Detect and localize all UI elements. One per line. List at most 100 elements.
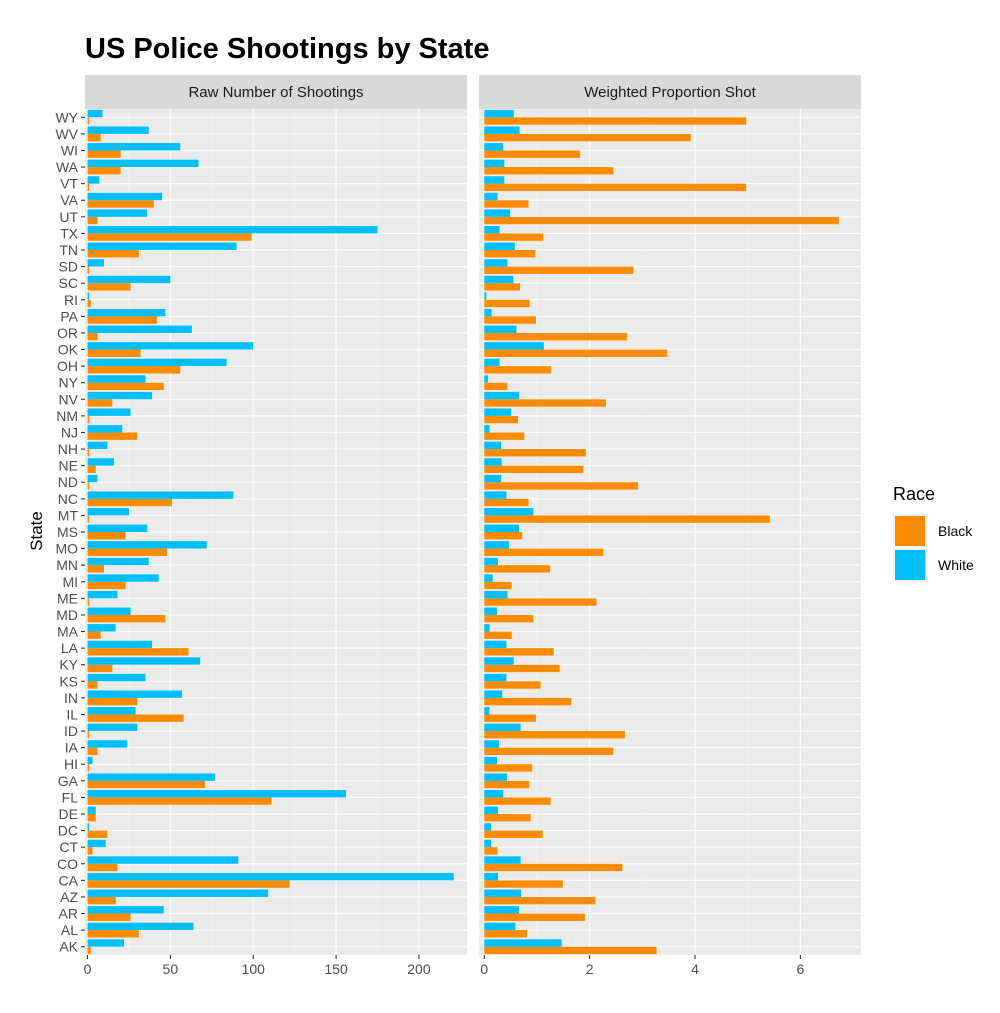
y-tick-label-ga: GA: [58, 773, 79, 789]
bar-ak-white-weighted-proportion-shot: [484, 939, 562, 947]
bar-sd-black-weighted-proportion-shot: [484, 266, 634, 274]
bar-mn-black-weighted-proportion-shot: [484, 565, 551, 573]
bar-id-white-raw-number-of-shootings: [87, 723, 138, 732]
x-tick-label: 6: [797, 961, 805, 977]
bar-ak-white-raw-number-of-shootings: [87, 939, 124, 947]
bar-ca-black-weighted-proportion-shot: [484, 880, 563, 888]
bar-ri-white-raw-number-of-shootings: [87, 292, 90, 300]
bar-nj-white-weighted-proportion-shot: [484, 425, 490, 433]
bar-ny-white-weighted-proportion-shot: [484, 375, 488, 383]
x-tick-label: 50: [163, 961, 179, 977]
bar-wi-black-raw-number-of-shootings: [87, 150, 121, 158]
bar-pa-black-weighted-proportion-shot: [484, 316, 536, 324]
bar-ut-black-raw-number-of-shootings: [87, 216, 98, 225]
bar-sc-white-raw-number-of-shootings: [87, 275, 171, 284]
bar-ny-white-raw-number-of-shootings: [87, 375, 146, 383]
y-tick-label-fl: FL: [62, 789, 79, 805]
bar-dc-white-raw-number-of-shootings: [87, 823, 90, 831]
bar-nh-white-weighted-proportion-shot: [484, 441, 502, 450]
y-tick-label-mi: MI: [62, 574, 78, 590]
panel-raw-number-of-shootings: Raw Number of Shootings 0 50 100 150 200: [84, 75, 467, 977]
bar-ga-black-raw-number-of-shootings: [87, 780, 206, 789]
bar-in-white-weighted-proportion-shot: [484, 690, 503, 698]
bar-co-white-raw-number-of-shootings: [87, 856, 239, 864]
bar-mn-white-weighted-proportion-shot: [484, 557, 498, 566]
bar-ar-white-raw-number-of-shootings: [87, 906, 164, 914]
bar-mt-black-weighted-proportion-shot: [484, 515, 770, 523]
bar-wa-white-weighted-proportion-shot: [484, 159, 505, 168]
bar-la-white-weighted-proportion-shot: [484, 640, 507, 649]
bar-ks-black-raw-number-of-shootings: [87, 681, 98, 689]
y-tick-label-nj: NJ: [61, 424, 78, 440]
bar-wi-white-weighted-proportion-shot: [484, 143, 504, 151]
y-tick-label-mo: MO: [55, 541, 78, 557]
bar-or-white-weighted-proportion-shot: [484, 325, 517, 333]
bar-ia-black-weighted-proportion-shot: [484, 747, 614, 756]
y-tick-label-ak: AK: [59, 939, 78, 955]
bar-vt-white-raw-number-of-shootings: [87, 176, 100, 184]
y-tick-label-ny: NY: [59, 375, 79, 391]
bar-wy-white-raw-number-of-shootings: [87, 109, 103, 118]
bar-sd-black-raw-number-of-shootings: [87, 266, 90, 274]
bar-md-black-weighted-proportion-shot: [484, 614, 534, 623]
bar-or-black-weighted-proportion-shot: [484, 332, 628, 341]
bar-ms-white-raw-number-of-shootings: [87, 524, 148, 532]
y-tick-label-dc: DC: [58, 823, 78, 839]
bar-al-black-raw-number-of-shootings: [87, 930, 139, 938]
y-tick-label-ia: IA: [65, 740, 79, 756]
bar-tn-black-raw-number-of-shootings: [87, 250, 139, 258]
y-tick-label-al: AL: [61, 922, 78, 938]
bar-mi-white-raw-number-of-shootings: [87, 574, 159, 582]
bar-ny-black-raw-number-of-shootings: [87, 382, 164, 391]
bar-ma-white-weighted-proportion-shot: [484, 624, 490, 632]
y-tick-label-co: CO: [57, 856, 78, 872]
y-tick-label-ri: RI: [64, 292, 78, 308]
x-tick-label: 4: [691, 961, 699, 977]
bar-tn-white-raw-number-of-shootings: [87, 242, 237, 250]
bar-mo-black-raw-number-of-shootings: [87, 548, 168, 556]
bar-wa-black-raw-number-of-shootings: [87, 167, 121, 175]
bar-nc-black-raw-number-of-shootings: [87, 498, 173, 507]
x-tick-label: 0: [84, 961, 92, 977]
bar-wv-white-weighted-proportion-shot: [484, 126, 520, 134]
bar-ma-black-raw-number-of-shootings: [87, 631, 101, 639]
y-tick-label-sd: SD: [59, 259, 78, 275]
bar-ut-white-raw-number-of-shootings: [87, 209, 148, 217]
bar-la-white-raw-number-of-shootings: [87, 640, 153, 649]
panel-weighted-proportion-shot: Weighted Proportion Shot 0 2 4 6: [479, 75, 861, 977]
bar-hi-white-weighted-proportion-shot: [484, 756, 497, 765]
bar-in-black-raw-number-of-shootings: [87, 697, 138, 706]
bar-oh-white-raw-number-of-shootings: [87, 358, 227, 367]
bar-ms-black-weighted-proportion-shot: [484, 532, 523, 540]
strip-weighted-proportion-shot: [479, 75, 861, 109]
bar-pa-black-raw-number-of-shootings: [87, 316, 158, 324]
bar-ok-black-weighted-proportion-shot: [484, 349, 668, 357]
legend-swatch-black: [895, 516, 925, 546]
bar-mo-black-weighted-proportion-shot: [484, 548, 604, 556]
y-tick-label-vt: VT: [60, 176, 78, 192]
bar-md-black-raw-number-of-shootings: [87, 614, 166, 623]
bar-ny-black-weighted-proportion-shot: [484, 382, 508, 391]
y-tick-label-tn: TN: [59, 242, 78, 258]
bar-ut-black-weighted-proportion-shot: [484, 216, 839, 225]
bar-ky-white-weighted-proportion-shot: [484, 657, 514, 665]
bar-al-white-raw-number-of-shootings: [87, 922, 194, 931]
bar-fl-white-raw-number-of-shootings: [87, 790, 347, 798]
bar-oh-white-weighted-proportion-shot: [484, 358, 500, 367]
bar-dc-black-raw-number-of-shootings: [87, 830, 108, 838]
bar-va-black-raw-number-of-shootings: [87, 200, 154, 208]
bar-ct-black-weighted-proportion-shot: [484, 847, 498, 855]
bar-vt-black-weighted-proportion-shot: [484, 183, 747, 192]
bar-ma-black-weighted-proportion-shot: [484, 631, 512, 639]
bar-dc-black-weighted-proportion-shot: [484, 830, 543, 838]
y-tick-label-va: VA: [60, 192, 78, 208]
bar-nd-white-weighted-proportion-shot: [484, 474, 502, 483]
bar-de-black-weighted-proportion-shot: [484, 814, 531, 822]
bar-co-black-weighted-proportion-shot: [484, 863, 623, 872]
y-tick-label-la: LA: [61, 640, 79, 656]
bar-ks-white-weighted-proportion-shot: [484, 673, 507, 682]
bar-sc-black-weighted-proportion-shot: [484, 283, 521, 291]
y-tick-label-ca: CA: [59, 872, 79, 888]
bar-ia-white-raw-number-of-shootings: [87, 740, 128, 748]
bar-wy-black-weighted-proportion-shot: [484, 117, 747, 125]
